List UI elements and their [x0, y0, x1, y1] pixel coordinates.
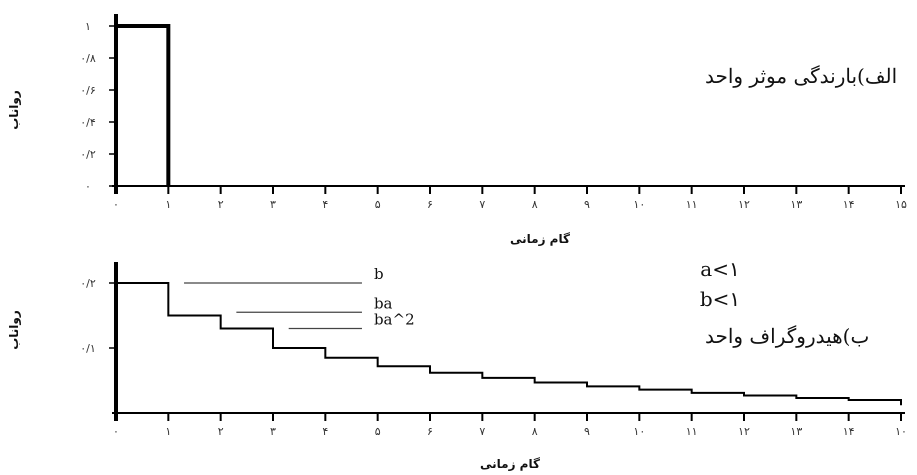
panel-b-annotation-label: ba — [374, 294, 393, 312]
panel-a-x-axis-label: گام زمانی — [510, 232, 570, 247]
panel-a-x-tick-label: ۷ — [479, 198, 485, 211]
panel-a-x-tick-label: ۳ — [270, 198, 276, 211]
panel-a-x-tick-label: ۵ — [375, 198, 381, 211]
panel-b-x-tick-label: ۶ — [427, 425, 433, 438]
panel-a-y-tick-label: ۱ — [85, 20, 91, 33]
panel-b-condition-b: b<۱ — [700, 287, 740, 311]
panel-a-x-tick-label: ۱۵ — [895, 198, 907, 211]
panel-b-x-tick-label: ۱۰ — [895, 425, 907, 438]
panel-b-x-tick-label: ۱۰ — [633, 425, 645, 438]
panel-a-x-tick-label: ۴ — [322, 198, 328, 211]
panel-b-title: ب)هیدروگراف واحد — [705, 324, 869, 348]
panel-b-x-tick-label: ۸ — [532, 425, 538, 438]
panel-a-x-tick-label: ۱ — [165, 198, 171, 211]
panel-b-x-tick-label: ۹ — [584, 425, 590, 438]
panel-b-x-tick-label: ۰ — [113, 425, 119, 438]
panel-a-x-tick-label: ۶ — [427, 198, 433, 211]
panel-a-x-tick-label: ۱۴ — [843, 198, 855, 211]
panel-b-annotation-label: ba^2 — [374, 311, 415, 329]
panel-b-hydrograph-step-line — [116, 282, 902, 406]
panel-b-x-tick-label: ۳ — [270, 425, 276, 438]
panel-b-x-tick-label: ۴ — [322, 425, 328, 438]
panel-a-x-tick-label: ۱۳ — [790, 198, 802, 211]
panel-a-x-tick-label: ۱۰ — [633, 198, 645, 211]
panel-b-x-tick-label: ۲ — [218, 425, 224, 438]
panel-a-x-tick-label: ۱۲ — [738, 198, 750, 211]
panel-b-annotation-label: b — [374, 265, 384, 283]
panel-b-x-tick-label: ۱۳ — [790, 425, 802, 438]
panel-b-y-tick-label: ۰/۱ — [80, 342, 96, 355]
panel-a-rainfall-bar — [114, 24, 171, 186]
panel-a-title: الف)بارندگی موثر واحد — [705, 64, 897, 88]
panel-a-x-tick-label: ۲ — [218, 198, 224, 211]
panel-a-y-tick-label: ۰/۶ — [80, 84, 96, 97]
panel-a-x-tick-label: ۸ — [532, 198, 538, 211]
panel-b-y-tick-label: ۰/۲ — [80, 277, 96, 290]
panel-a-x-tick-label: ۰ — [113, 198, 119, 211]
panel-a-effective-rainfall: ۰۰/۲۰/۴۰/۶۰/۸۱ ۰ ۱ ۲ ۳ ۴ ۵ ۶ ۷ ۸ ۹ ۱۰ ۱۱ ۱۲ ۱۳ ۱۴ ۱۵ رو… — [7, 14, 907, 247]
panel-b-x-tick-label: ۱۴ — [843, 425, 855, 438]
panel-b-x-axis-label: گام زمانی — [480, 457, 540, 472]
panel-a-y-tick-label: ۰ — [85, 180, 91, 193]
panel-b-x-tick-label: ۱۱ — [686, 425, 698, 438]
panel-b-x-tick-label: ۱۲ — [738, 425, 750, 438]
panel-b-x-tick-label: ۵ — [375, 425, 381, 438]
panel-a-y-tick-label: ۰/۸ — [80, 52, 96, 65]
panel-a-x-tick-label: ۱۱ — [686, 198, 698, 211]
panel-a-y-tick-label: ۰/۲ — [80, 148, 96, 161]
panel-a-x-tick-label: ۹ — [584, 198, 590, 211]
panel-b-y-axis-label: رواناب — [7, 310, 22, 350]
panel-b-x-tick-label: ۱ — [165, 425, 171, 438]
panel-b-x-tick-label: ۷ — [479, 425, 485, 438]
panel-b-condition-a: a<۱ — [700, 257, 739, 281]
panel-a-y-tick-label: ۰/۴ — [80, 116, 96, 129]
panel-a-y-axis-label: رواناب — [7, 90, 22, 130]
